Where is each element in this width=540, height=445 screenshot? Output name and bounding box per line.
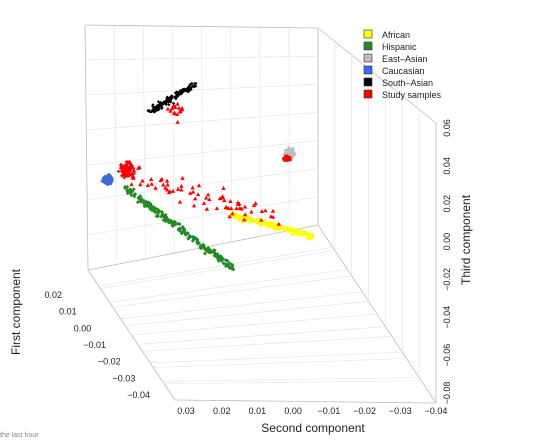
second-axis-tick-label: 0.03 xyxy=(177,406,195,416)
legend-label: South–Asian xyxy=(382,78,433,88)
second-axis-tick-label: −0.04 xyxy=(425,406,448,416)
data-point xyxy=(221,186,225,190)
grid-line xyxy=(132,314,378,335)
data-point xyxy=(150,182,154,186)
data-point xyxy=(215,206,219,210)
grid-line xyxy=(142,336,391,351)
data-point xyxy=(165,179,169,183)
grid-line xyxy=(164,381,421,384)
first-component-ticks: 0.02 0.01 0.00 −0.01 −0.02 −0.03 −0.04 xyxy=(44,290,150,400)
data-point xyxy=(179,184,183,188)
legend-swatch xyxy=(364,30,372,38)
third-axis-tick-label: −0.06 xyxy=(442,344,452,367)
data-point xyxy=(146,183,150,187)
data-point xyxy=(117,170,121,174)
data-point xyxy=(180,176,184,180)
data-point xyxy=(243,212,247,216)
grid-line xyxy=(143,26,145,259)
data-point xyxy=(228,199,232,203)
data-point xyxy=(165,183,169,187)
data-point xyxy=(140,179,144,183)
third-axis-tick-label: 0.04 xyxy=(442,157,452,175)
data-point xyxy=(234,206,238,210)
data-point xyxy=(129,182,133,186)
legend-swatch xyxy=(364,66,372,74)
grid-line xyxy=(163,378,420,382)
first-axis-tick-label: −0.02 xyxy=(98,357,121,367)
data-point xyxy=(263,208,267,212)
box-edge xyxy=(85,25,88,270)
data-point xyxy=(196,192,200,196)
legend-label: African xyxy=(382,30,410,40)
data-point xyxy=(167,103,170,106)
legend-swatch xyxy=(364,90,372,98)
first-axis-tick-label: −0.01 xyxy=(83,340,106,350)
data-point xyxy=(205,207,209,211)
grid-line xyxy=(125,301,368,325)
box-edge xyxy=(175,400,436,403)
second-axis-tick-label: −0.03 xyxy=(389,406,412,416)
legend: African Hispanic East–Asian Caucasian South–… xyxy=(364,30,442,100)
data-point xyxy=(161,183,165,187)
first-axis-tick-label: 0.02 xyxy=(44,290,62,300)
data-point xyxy=(192,203,196,207)
legend-label: Caucasian xyxy=(382,66,425,76)
data-point xyxy=(271,209,275,213)
grid-line xyxy=(153,359,406,368)
legend-label: Hispanic xyxy=(382,42,417,52)
second-component-axis-title: Second component xyxy=(261,421,365,435)
grid-line xyxy=(150,352,402,363)
data-point xyxy=(166,107,170,111)
legend-label: East–Asian xyxy=(382,54,428,64)
third-axis-tick-label: 0.00 xyxy=(442,233,452,251)
data-point xyxy=(178,200,182,204)
legend-label: Study samples xyxy=(382,90,442,100)
grid-line xyxy=(114,25,117,264)
first-axis-tick-label: 0.01 xyxy=(59,307,77,317)
first-axis-tick-label: −0.04 xyxy=(127,390,150,400)
data-point xyxy=(206,192,210,196)
data-point xyxy=(179,188,183,192)
legend-swatch xyxy=(364,54,372,62)
data-point xyxy=(249,210,253,214)
third-axis-tick-label: 0.06 xyxy=(442,119,452,137)
data-point xyxy=(175,102,179,106)
caption: the last hour xyxy=(0,432,39,439)
third-axis-tick-label: −0.02 xyxy=(442,268,452,291)
data-point xyxy=(138,182,142,186)
data-point xyxy=(193,196,197,200)
data-point xyxy=(175,120,179,124)
third-axis-tick-label: 0.02 xyxy=(442,195,452,213)
grid-line xyxy=(172,26,174,253)
second-axis-tick-label: −0.02 xyxy=(353,406,376,416)
third-component-ticks: 0.06 0.04 0.02 0.00 −0.02 −0.04 −0.06 −0.08 xyxy=(442,119,452,404)
third-axis-tick-label: −0.08 xyxy=(442,382,452,405)
first-axis-tick-label: −0.03 xyxy=(113,373,136,383)
second-axis-tick-label: −0.01 xyxy=(317,406,340,416)
second-axis-tick-label: 0.01 xyxy=(249,406,267,416)
data-point xyxy=(229,206,233,210)
data-point xyxy=(149,177,153,181)
second-axis-tick-label: 0.02 xyxy=(213,406,231,416)
legend-swatch xyxy=(364,42,372,50)
legend-swatch xyxy=(364,78,372,86)
second-component-ticks: 0.03 0.02 0.01 0.00 −0.01 −0.02 −0.03 −0.04 xyxy=(177,406,447,416)
first-component-axis-title: First component xyxy=(9,268,23,355)
grid-line xyxy=(138,327,386,345)
data-points xyxy=(100,82,315,271)
data-point xyxy=(180,106,184,110)
third-component-axis-title: Third component xyxy=(459,194,473,285)
data-point xyxy=(243,205,247,209)
second-axis-tick-label: 0.00 xyxy=(284,406,302,416)
grid-line xyxy=(202,27,204,248)
data-point xyxy=(153,186,157,190)
first-axis-tick-label: 0.00 xyxy=(74,323,92,333)
grid-line xyxy=(260,27,261,236)
data-point xyxy=(191,190,195,194)
third-axis-tick-label: −0.04 xyxy=(442,306,452,329)
